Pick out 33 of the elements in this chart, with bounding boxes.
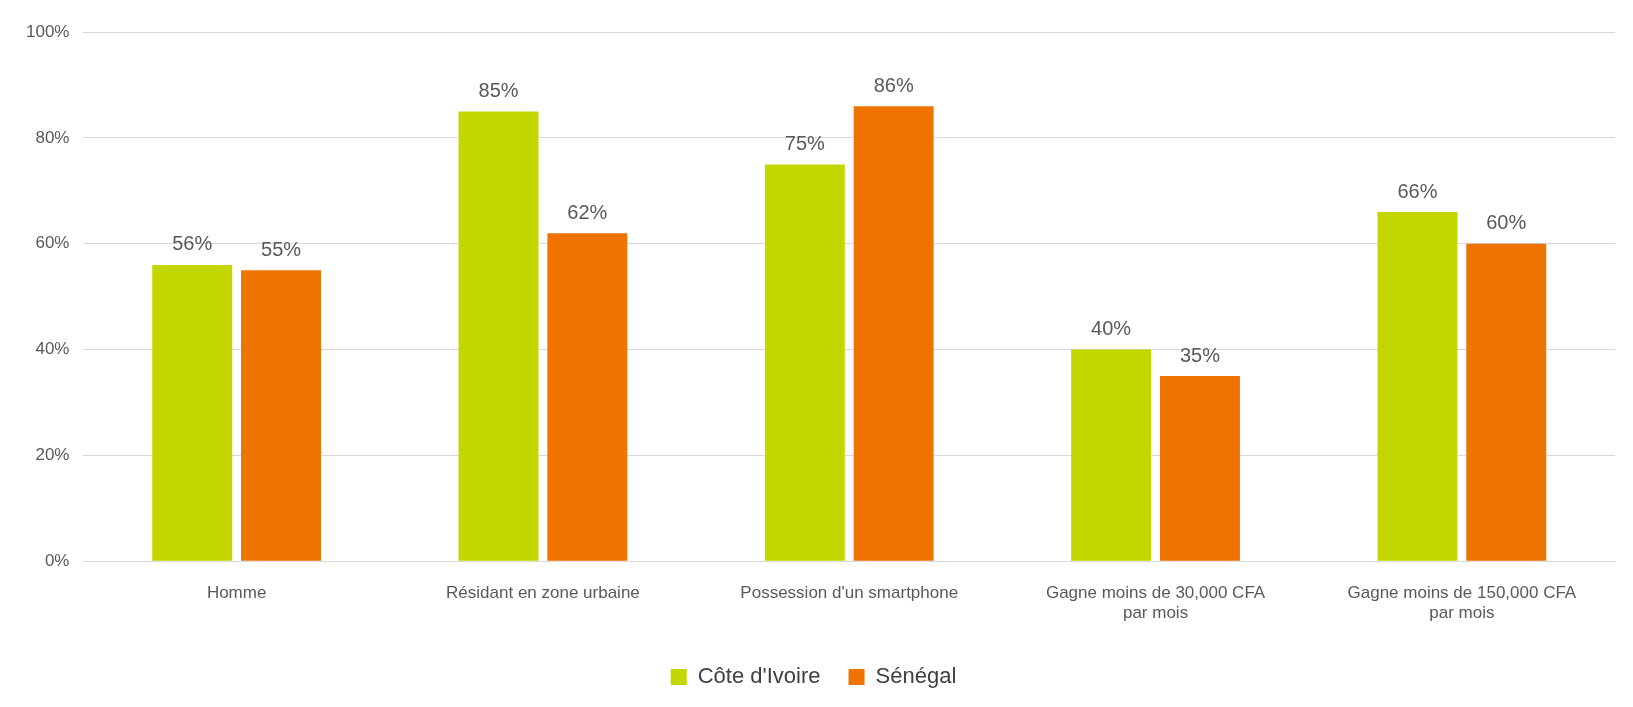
bar [764, 164, 845, 561]
bar [458, 111, 539, 561]
y-tick-label: 80% [35, 127, 70, 147]
bar [241, 270, 322, 561]
x-tick-label: Homme [206, 583, 267, 603]
data-label: 56% [172, 232, 213, 255]
data-label: 40% [1091, 317, 1132, 340]
bar [853, 106, 934, 561]
data-label: 86% [873, 73, 914, 96]
data-label: 62% [567, 200, 608, 223]
x-tick-label: Gagne moins de 150,000 CFA par mois [1347, 583, 1577, 623]
bar [1377, 212, 1458, 561]
data-label: 85% [478, 79, 519, 102]
bar [547, 233, 628, 561]
legend-label: Sénégal [875, 663, 957, 689]
data-label: 35% [1179, 343, 1221, 366]
data-label: 60% [1486, 211, 1527, 234]
y-tick-label: 100% [26, 21, 70, 41]
data-label: 55% [261, 237, 302, 260]
bar [1466, 243, 1547, 561]
x-tick-label: Résidant en zone urbaine [446, 583, 640, 603]
x-tick-label: Gagne moins de 30,000 CFA par mois [1045, 583, 1266, 623]
legend-label: Côte d'Ivoire [697, 663, 821, 689]
x-tick-label: Possession d'un smartphone [740, 583, 959, 603]
bar [1071, 349, 1152, 561]
data-label: 66% [1397, 179, 1438, 202]
y-tick-label: 20% [35, 445, 70, 465]
bar [152, 264, 233, 561]
y-tick-label: 0% [44, 550, 70, 570]
data-label: 75% [784, 131, 826, 154]
y-tick-label: 60% [35, 233, 70, 253]
y-tick-label: 40% [35, 339, 70, 359]
bar [1159, 376, 1240, 561]
